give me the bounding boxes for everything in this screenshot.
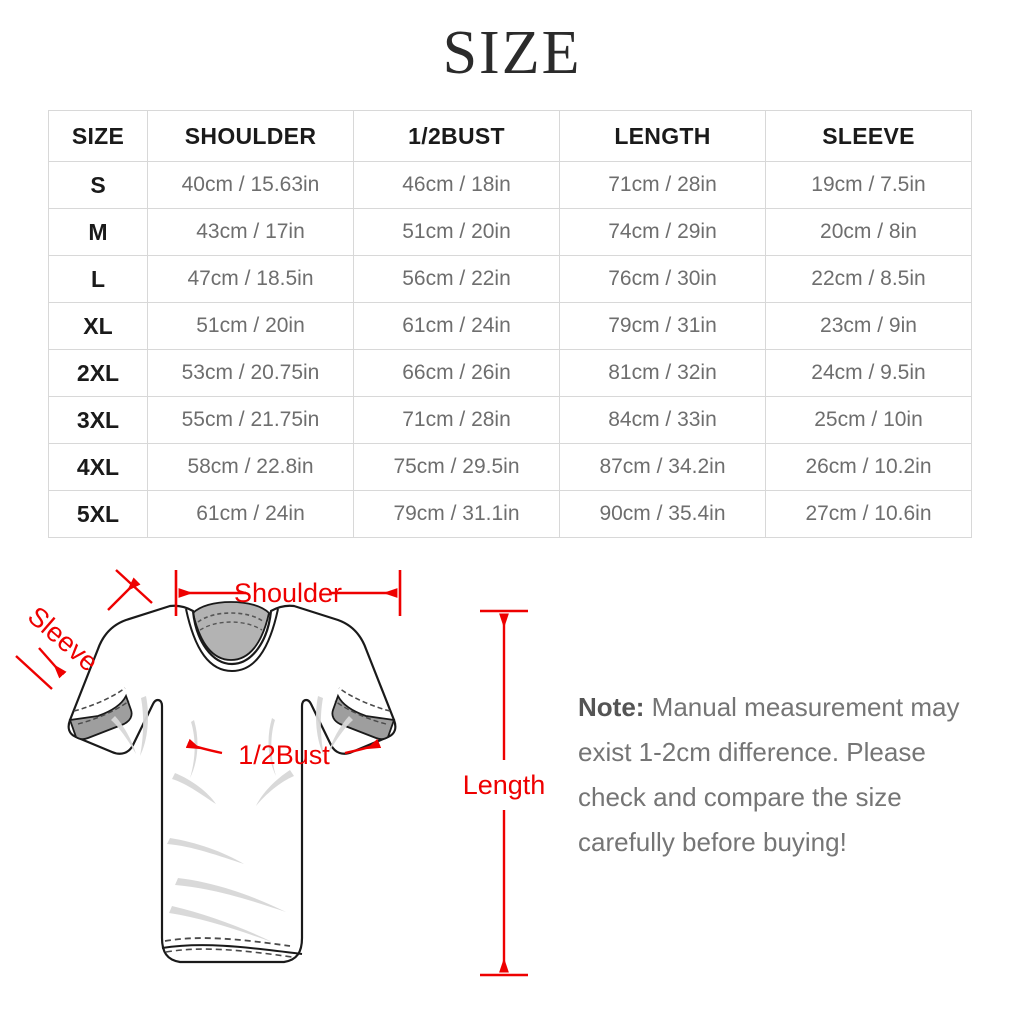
bust-arrow-left: [185, 738, 223, 755]
cell-size: S: [48, 161, 148, 209]
cell-size: L: [48, 255, 148, 303]
cell-shoulder: 55cm / 21.75in: [147, 396, 354, 444]
cell-bust: 79cm / 31.1in: [353, 490, 560, 538]
cell-length: 76cm / 30in: [559, 255, 766, 303]
shoulder-measure: [174, 570, 402, 616]
fabric-folds: [111, 696, 353, 942]
cell-bust: 46cm / 18in: [353, 161, 560, 209]
cell-shoulder: 58cm / 22.8in: [147, 443, 354, 491]
collar-inner: [192, 601, 270, 661]
sleeve-label: Sleeve: [22, 601, 104, 678]
cell-shoulder: 61cm / 24in: [147, 490, 354, 538]
cell-shoulder: 43cm / 17in: [147, 208, 354, 256]
cell-sleeve: 22cm / 8.5in: [765, 255, 972, 303]
sleeve-measure: [15, 569, 153, 690]
cell-bust: 75cm / 29.5in: [353, 443, 560, 491]
cell-size: 2XL: [48, 349, 148, 397]
right-cuff-fill: [331, 693, 396, 740]
measurement-diagram: Shoulder Sleeve 1/2Bust Length: [0, 548, 560, 1024]
note-label: Note:: [578, 692, 645, 722]
cell-length: 90cm / 35.4in: [559, 490, 766, 538]
cell-length: 79cm / 31in: [559, 302, 766, 350]
bust-label: 1/2Bust: [238, 740, 330, 770]
note-text: Manual measurement may exist 1-2cm diffe…: [578, 692, 960, 857]
cell-size: M: [48, 208, 148, 256]
cell-bust: 66cm / 26in: [353, 349, 560, 397]
tshirt-body: [67, 604, 397, 964]
cell-shoulder: 47cm / 18.5in: [147, 255, 354, 303]
column-header-shoulder: SHOULDER: [147, 110, 354, 162]
left-cuff-fill: [68, 693, 133, 740]
collar-stitch: [197, 612, 265, 623]
length-measure: [480, 609, 528, 977]
cell-size: 4XL: [48, 443, 148, 491]
cell-length: 81cm / 32in: [559, 349, 766, 397]
column-header-length: LENGTH: [559, 110, 766, 162]
left-cuff-stitch: [73, 687, 126, 712]
cell-shoulder: 53cm / 20.75in: [147, 349, 354, 397]
cell-sleeve: 25cm / 10in: [765, 396, 972, 444]
collar-band-outer: [185, 608, 279, 673]
tshirt-illustration: [67, 601, 397, 964]
page-title: SIZE: [442, 19, 582, 87]
bust-measure: [185, 738, 382, 755]
cell-sleeve: 24cm / 9.5in: [765, 349, 972, 397]
sleeve-cap-lower: [15, 655, 53, 690]
cell-sleeve: 26cm / 10.2in: [765, 443, 972, 491]
table-row: S 40cm / 15.63in 46cm / 18in 71cm / 28in…: [48, 161, 972, 209]
cell-bust: 56cm / 22in: [353, 255, 560, 303]
cell-bust: 61cm / 24in: [353, 302, 560, 350]
cell-shoulder: 40cm / 15.63in: [147, 161, 354, 209]
sleeve-arrow-upper: [107, 577, 141, 611]
column-header-sleeve: SLEEVE: [765, 110, 972, 162]
cell-length: 71cm / 28in: [559, 161, 766, 209]
cell-length: 87cm / 34.2in: [559, 443, 766, 491]
table-row: 4XL 58cm / 22.8in 75cm / 29.5in 87cm / 3…: [48, 443, 972, 491]
length-label: Length: [463, 770, 546, 800]
cell-sleeve: 20cm / 8in: [765, 208, 972, 256]
cell-sleeve: 23cm / 9in: [765, 302, 972, 350]
hem-stitch-lower: [165, 948, 293, 958]
cell-bust: 51cm / 20in: [353, 208, 560, 256]
column-header-bust: 1/2BUST: [353, 110, 560, 162]
sleeve-arrow-lower: [38, 647, 67, 679]
note-block: Note: Manual measurement may exist 1-2cm…: [578, 685, 978, 865]
table-row: L 47cm / 18.5in 56cm / 22in 76cm / 30in …: [48, 255, 972, 303]
collar-stitch-inner: [199, 621, 263, 631]
cell-shoulder: 51cm / 20in: [147, 302, 354, 350]
table-row: M 43cm / 17in 51cm / 20in 74cm / 29in 20…: [48, 208, 972, 256]
cell-length: 74cm / 29in: [559, 208, 766, 256]
table-row: XL 51cm / 20in 61cm / 24in 79cm / 31in 2…: [48, 302, 972, 350]
cell-sleeve: 19cm / 7.5in: [765, 161, 972, 209]
cell-size: XL: [48, 302, 148, 350]
table-row: 3XL 55cm / 21.75in 71cm / 28in 84cm / 33…: [48, 396, 972, 444]
shoulder-label: Shoulder: [234, 578, 342, 608]
cell-sleeve: 27cm / 10.6in: [765, 490, 972, 538]
hem-stitch-upper: [164, 937, 291, 947]
cell-length: 84cm / 33in: [559, 396, 766, 444]
table-row: 5XL 61cm / 24in 79cm / 31.1in 90cm / 35.…: [48, 490, 972, 538]
cell-size: 3XL: [48, 396, 148, 444]
size-chart-table: SIZE SHOULDER 1/2BUST LENGTH SLEEVE S 40…: [48, 110, 972, 538]
column-header-size: SIZE: [48, 110, 148, 162]
cell-size: 5XL: [48, 490, 148, 538]
hem-edge: [161, 944, 303, 955]
table-row: 2XL 53cm / 20.75in 66cm / 26in 81cm / 32…: [48, 349, 972, 397]
bust-arrow-right: [344, 738, 382, 755]
left-cuff-stitch-2: [77, 700, 130, 725]
table-header-row: SIZE SHOULDER 1/2BUST LENGTH SLEEVE: [48, 110, 972, 162]
right-cuff-stitch-2: [334, 700, 387, 725]
cell-bust: 71cm / 28in: [353, 396, 560, 444]
right-cuff-stitch: [338, 687, 391, 712]
